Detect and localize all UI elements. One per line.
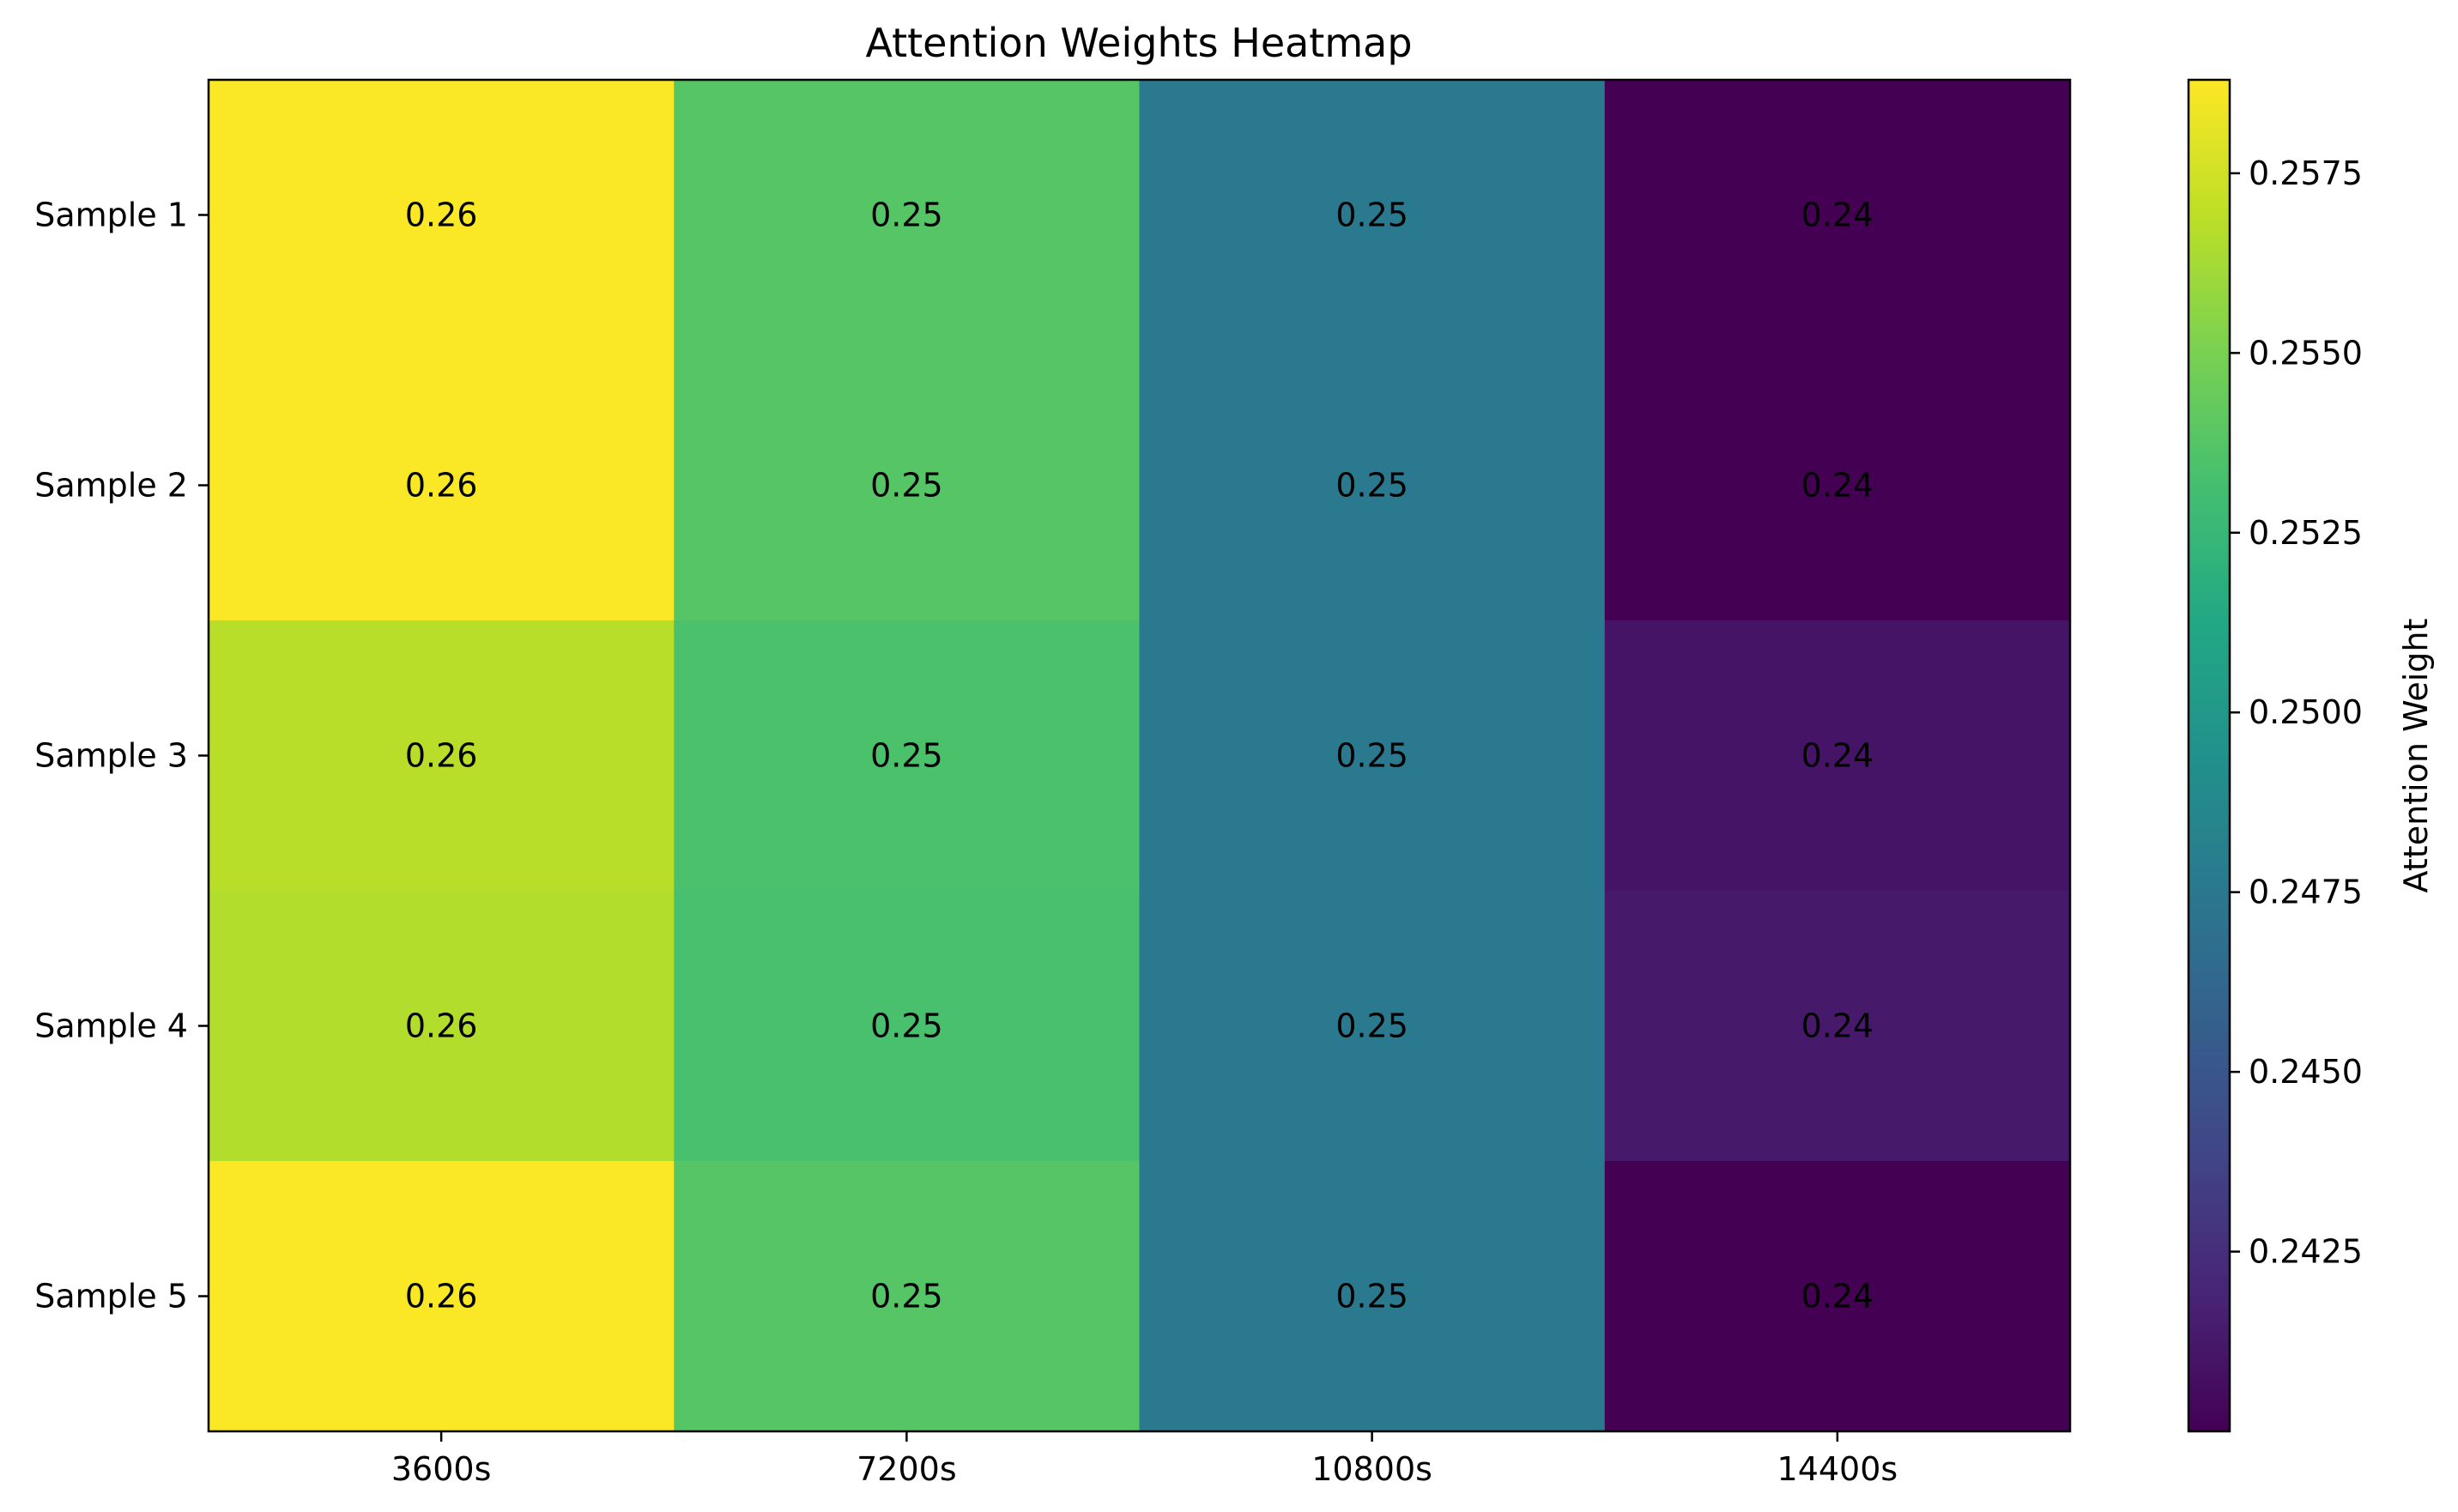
cell-value-label: 0.26 xyxy=(405,1278,478,1315)
heatmap-cell xyxy=(674,891,1141,1162)
colorbar-axis: 0.2425 0.2450 0.2475 0.2500 0.2525 0.2550 0.25… xyxy=(2230,154,2363,1271)
cell-value-label: 0.24 xyxy=(1801,197,1874,234)
cell-value-label: 0.25 xyxy=(1335,467,1408,505)
y-tick-label: Sample 3 xyxy=(34,737,188,775)
colorbar-tick-label: 0.2450 xyxy=(2249,1053,2363,1091)
y-tick-label: Sample 2 xyxy=(34,467,188,505)
x-tick-label: 7200s xyxy=(857,1450,957,1488)
heatmap-cell xyxy=(209,80,675,351)
y-tick-label: Sample 5 xyxy=(34,1278,188,1315)
heatmap-cell xyxy=(209,350,675,621)
cell-value-label: 0.26 xyxy=(405,197,478,234)
heatmap-cell xyxy=(1139,891,1606,1162)
heatmap-cell xyxy=(209,891,675,1162)
colorbar-tick-label: 0.2475 xyxy=(2249,874,2363,911)
heatmap-cell xyxy=(1604,350,2071,621)
heatmap-cell xyxy=(1139,80,1606,351)
colorbar-tick-label: 0.2550 xyxy=(2249,334,2363,372)
cell-value-label: 0.26 xyxy=(405,1007,478,1045)
cell-value-label: 0.25 xyxy=(870,737,943,775)
cell-value-label: 0.24 xyxy=(1801,737,1874,775)
cell-value-label: 0.24 xyxy=(1801,1007,1874,1045)
cell-value-label: 0.25 xyxy=(1335,1007,1408,1045)
colorbar-tick-label: 0.2500 xyxy=(2249,693,2363,731)
cell-labels: 0.26 0.25 0.25 0.24 0.26 0.25 0.25 0.24 0.26 0.25… xyxy=(405,197,1874,1315)
heatmap-cell xyxy=(1604,891,2071,1162)
cell-value-label: 0.25 xyxy=(870,1007,943,1045)
heatmap-cell xyxy=(209,620,675,892)
colorbar xyxy=(2187,78,2231,1433)
heatmap-cell xyxy=(1139,620,1606,892)
x-tick-label: 14400s xyxy=(1777,1450,1898,1488)
heatmap-cell xyxy=(674,620,1141,892)
y-tick-label: Sample 1 xyxy=(34,197,188,234)
cell-value-label: 0.25 xyxy=(1335,197,1408,234)
heatmap-cell xyxy=(1604,1161,2071,1432)
colorbar-tick-label: 0.2525 xyxy=(2249,514,2363,552)
heatmap-cell xyxy=(1604,80,2071,351)
y-tick-label: Sample 4 xyxy=(34,1007,188,1045)
x-tick-label: 10800s xyxy=(1311,1450,1432,1488)
heatmap-cell xyxy=(674,350,1141,621)
cell-value-label: 0.26 xyxy=(405,467,478,505)
heatmap-cell xyxy=(674,1161,1141,1432)
heatmap-cell xyxy=(1139,1161,1606,1432)
x-axis: 3600s 7200s 10800s 14400s xyxy=(391,1431,1898,1488)
heatmap-cell xyxy=(1139,350,1606,621)
cell-value-label: 0.26 xyxy=(405,737,478,775)
cell-value-label: 0.24 xyxy=(1801,1278,1874,1315)
colorbar-label: Attention Weight xyxy=(2397,619,2435,893)
heatmap-cells xyxy=(209,80,2071,1432)
colorbar-tick-label: 0.2575 xyxy=(2249,154,2363,192)
cell-value-label: 0.25 xyxy=(870,467,943,505)
cell-value-label: 0.25 xyxy=(870,1278,943,1315)
heatmap-cell xyxy=(674,80,1141,351)
y-axis: Sample 1 Sample 2 Sample 3 Sample 4 Sample 5 xyxy=(34,197,209,1315)
heatmap-cell xyxy=(1604,620,2071,892)
cell-value-label: 0.25 xyxy=(870,197,943,234)
cell-value-label: 0.25 xyxy=(1335,1278,1408,1315)
heatmap-cell xyxy=(209,1161,675,1432)
cell-value-label: 0.25 xyxy=(1335,737,1408,775)
colorbar-tick-label: 0.2425 xyxy=(2249,1233,2363,1271)
chart-title: Attention Weights Heatmap xyxy=(865,20,1412,66)
cell-value-label: 0.24 xyxy=(1801,467,1874,505)
x-tick-label: 3600s xyxy=(391,1450,492,1488)
